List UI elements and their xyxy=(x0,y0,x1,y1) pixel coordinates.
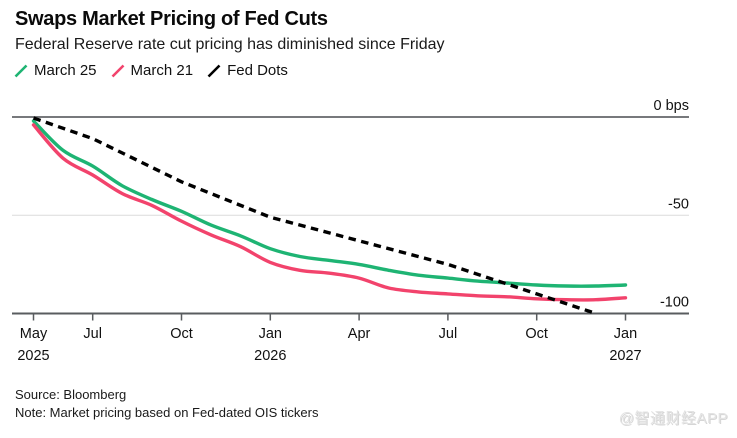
x-axis-month-label: May xyxy=(20,326,48,342)
source-label: Source: Bloomberg xyxy=(15,387,127,402)
x-axis-year-label: 2026 xyxy=(254,348,286,364)
legend-item-march-21: March 21 xyxy=(111,62,194,79)
line-swatch-icon xyxy=(14,64,28,77)
chart-legend: March 25 March 21 Fed Dots xyxy=(14,62,288,79)
y-axis-label-0: 0 bps xyxy=(654,98,689,114)
x-axis-month-label: Oct xyxy=(170,326,193,342)
line-swatch-icon xyxy=(207,64,221,77)
x-axis-month-label: Jul xyxy=(83,326,102,342)
x-axis-month-label: Jan xyxy=(614,326,637,342)
y-axis-label--100: -100 xyxy=(660,295,689,311)
x-axis-year-label: 2027 xyxy=(609,348,641,364)
series-line-fed-dots xyxy=(32,116,597,316)
legend-label: Fed Dots xyxy=(227,62,288,79)
legend-item-fed-dots: Fed Dots xyxy=(207,62,288,79)
x-axis-month-label: Apr xyxy=(348,326,371,342)
series-line-march-25 xyxy=(31,119,628,288)
chart-subtitle: Federal Reserve rate cut pricing has dim… xyxy=(15,36,445,53)
y-axis-label--50: -50 xyxy=(668,196,689,212)
legend-label: March 21 xyxy=(130,62,194,79)
chart-title: Swaps Market Pricing of Fed Cuts xyxy=(15,8,328,30)
x-axis-year-label: 2025 xyxy=(17,348,49,364)
series-line-march-21 xyxy=(31,123,628,302)
legend-item-march-25: March 25 xyxy=(14,62,97,79)
x-axis-month-label: Oct xyxy=(525,326,548,342)
x-axis-month-label: Jul xyxy=(439,326,458,342)
note-label: Note: Market pricing based on Fed-dated … xyxy=(15,405,319,420)
legend-label: March 25 xyxy=(34,62,97,79)
watermark: @智通财经APP xyxy=(618,410,728,427)
line-swatch-icon xyxy=(111,64,124,77)
x-axis-month-label: Jan xyxy=(259,326,282,342)
